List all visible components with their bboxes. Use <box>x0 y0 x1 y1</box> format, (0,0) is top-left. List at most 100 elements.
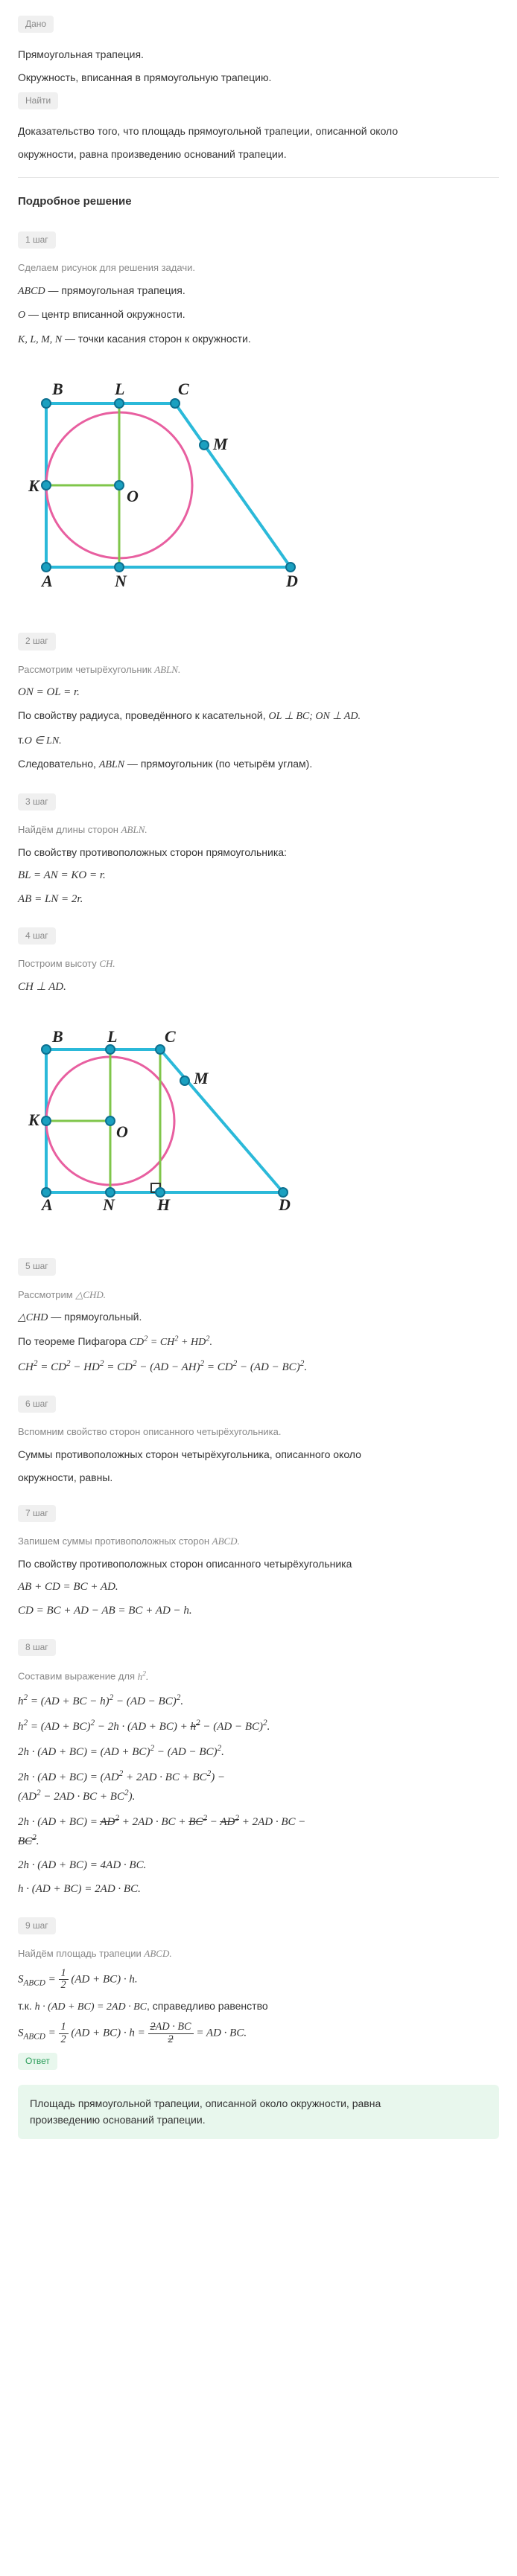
e5b: AD <box>104 1771 119 1783</box>
pyth-hd: HD <box>191 1337 206 1348</box>
step3-l3: BL = AN = KO = r. <box>18 866 499 884</box>
step3-tag: 3 шаг <box>18 793 56 811</box>
step6-l1: Вспомним свойство сторон описанного четы… <box>18 1425 499 1440</box>
e2c: 2h · (AD + BC) <box>108 1721 177 1733</box>
step8-e7: 2h · (AD + BC) = 4AD · BC. <box>18 1856 499 1874</box>
e6b-strike: AD2 <box>100 1816 119 1828</box>
eq-chad: CH ⊥ AD. <box>18 981 66 993</box>
frac2n: 1 <box>59 2022 69 2034</box>
e6d: BC <box>188 1816 203 1828</box>
step4-l1a: Построим высоту <box>18 958 99 969</box>
e1c: AD − BC <box>130 1696 173 1707</box>
svg-text:M: M <box>212 435 229 453</box>
e4b: AD + BC <box>104 1746 147 1758</box>
e1b9: ABCD <box>24 1978 45 1987</box>
step8-e2: h2 = (AD + BC)2 − 2h · (AD + BC) + h2 − … <box>18 1716 499 1736</box>
figure-2: BLCMKOANHD <box>22 1006 499 1234</box>
step8-e1: h2 = (AD + BC − h)2 − (AD − BC)2. <box>18 1691 499 1710</box>
svg-text:K: K <box>28 1110 40 1129</box>
step2-l5a: Следовательно, <box>18 758 99 770</box>
step8-e8: h · (AD + BC) = 2AD · BC. <box>18 1880 499 1898</box>
e1b: AD + BC − h <box>45 1696 106 1707</box>
e6e-strike: AD2 <box>220 1816 239 1828</box>
svg-text:B: B <box>51 380 63 398</box>
p-d: CD <box>117 1361 133 1373</box>
answer-block: Площадь прямоугольной трапеции, описанно… <box>18 2085 499 2139</box>
step9-e3: SABCD = 12 (AD + BC) · h = 22AD · BCAD ·… <box>18 2022 499 2045</box>
figure-1: BLCMKOAND <box>22 359 499 609</box>
step3-l4: AB = LN = 2r. <box>18 890 499 908</box>
svg-text:M: M <box>193 1069 209 1087</box>
svg-text:H: H <box>156 1195 171 1214</box>
step1-l2: ABCD — прямоугольная трапеция. <box>18 282 499 300</box>
e8a: h · (AD + BC) <box>18 1883 82 1895</box>
e6b: AD <box>100 1816 115 1828</box>
step1-l4-txt: — точки касания сторон к окружности. <box>62 333 251 345</box>
frac3n: 22AD · BCAD · BC <box>148 2022 194 2034</box>
e1a: h <box>18 1696 24 1707</box>
e3e9: (AD + BC) · h <box>71 2027 135 2039</box>
step7-tag: 7 шаг <box>18 1505 56 1522</box>
p-f: CD <box>218 1361 233 1373</box>
step4-l1: Построим высоту CH. <box>18 956 499 972</box>
math-klmn: K, L, M, N <box>18 334 62 345</box>
svg-text:A: A <box>40 572 53 590</box>
e2e: AD − BC <box>217 1721 259 1733</box>
given-line-2: Окружность, вписанная в прямоугольную тр… <box>18 69 499 86</box>
frac2: 12 <box>59 2022 69 2045</box>
pyth-cd: CD <box>130 1337 144 1348</box>
e6e: AD <box>220 1816 235 1828</box>
step6-tag: 6 шаг <box>18 1396 56 1413</box>
step1-l3: O — центр вписанной окружности. <box>18 306 499 324</box>
step8-l1b: h2. <box>138 1671 149 1682</box>
step7-l4: CD = BC + AD − AB = BC + AD − h. <box>18 1602 499 1620</box>
pyth-ch: CH <box>160 1337 174 1348</box>
frac1d: 2 <box>59 1980 69 1992</box>
e7b: 4AD · BC. <box>101 1859 147 1871</box>
find-line-1: Доказательство того, что площадь прямоуг… <box>18 123 499 139</box>
step2-l1: Рассмотрим четырёхугольник ABLN. <box>18 662 499 678</box>
step9-e2c: , справедливо равенство <box>147 2000 268 2012</box>
step3-l2: По свойству противоположных сторон прямо… <box>18 844 499 860</box>
e2b: AD + BC <box>45 1721 87 1733</box>
step5-eq-pyth: CD2 = CH2 + HD2. <box>130 1337 212 1348</box>
eq-abln: AB = LN = 2r. <box>18 893 83 905</box>
svg-text:O: O <box>116 1122 128 1141</box>
step2-l4a: т. <box>18 734 25 746</box>
e1a9: S <box>18 1973 24 1985</box>
step1-l2-txt: — прямоугольная трапеция. <box>45 284 185 296</box>
step4-l1b: CH. <box>99 958 115 969</box>
divider <box>18 177 499 178</box>
step2-l2: ON = OL = r. <box>18 683 499 701</box>
step2-l4b: O ∈ LN. <box>25 735 62 747</box>
step8-l1a: Составим выражение для <box>18 1671 138 1682</box>
frac3n-strike: 2 <box>150 2021 156 2033</box>
step5-l1a: Рассмотрим <box>18 1289 75 1300</box>
frac3: 22AD · BCAD · BC2 <box>148 2022 194 2045</box>
step4-tag: 4 шаг <box>18 927 56 945</box>
e1e9: (AD + BC) · h. <box>71 1973 137 1985</box>
e2a: h <box>18 1721 24 1733</box>
svg-text:D: D <box>278 1195 291 1214</box>
step9-tag: 9 шаг <box>18 1917 56 1934</box>
e5c: 2AD · BC <box>136 1771 180 1783</box>
e3h9: AD · BC. <box>206 2027 247 2039</box>
step4-l2: CH ⊥ AD. <box>18 978 499 996</box>
step5-l2b: — прямоугольный. <box>48 1311 142 1323</box>
svg-text:L: L <box>107 1027 117 1046</box>
e3b9: ABCD <box>24 2033 45 2042</box>
step1-l3-txt: — центр вписанной окружности. <box>25 308 185 320</box>
step5-l3a: По теореме Пифагора <box>18 1335 130 1347</box>
step8-tag: 8 шаг <box>18 1639 56 1656</box>
e5g: BC <box>110 1791 124 1803</box>
p-g: AD − BC <box>254 1361 296 1373</box>
e6a: 2h · (AD + BC) <box>18 1816 87 1828</box>
svg-text:A: A <box>40 1195 53 1214</box>
step7-l3: AB + CD = BC + AD. <box>18 1578 499 1596</box>
step6-l2: Суммы противоположных сторон четырёхугол… <box>18 1446 499 1463</box>
figure-2-svg: BLCMKOANHD <box>22 1006 305 1230</box>
given-line-1: Прямоугольная трапеция. <box>18 46 499 63</box>
e3a9: S <box>18 2027 24 2039</box>
step3-l1b: ABLN. <box>121 824 148 835</box>
step5-eq-ch2: CH2 = CD2 − HD2 = CD2 − (AD − AH)2 = CD2… <box>18 1361 307 1373</box>
